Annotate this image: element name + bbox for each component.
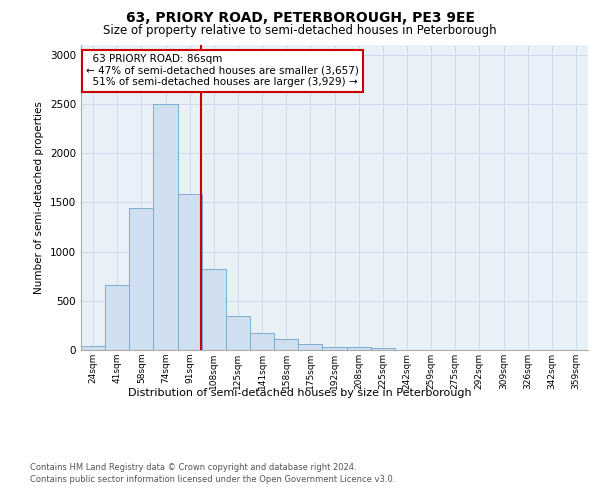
Bar [347, 347, 371, 350]
Bar [371, 348, 395, 350]
Text: Contains public sector information licensed under the Open Government Licence v3: Contains public sector information licen… [30, 475, 395, 484]
Bar [81, 346, 105, 350]
Bar [105, 285, 129, 350]
Bar [250, 333, 274, 350]
Bar [154, 104, 178, 350]
Bar [202, 270, 226, 350]
Bar [226, 316, 250, 350]
Bar [274, 338, 298, 350]
Text: Contains HM Land Registry data © Crown copyright and database right 2024.: Contains HM Land Registry data © Crown c… [30, 462, 356, 471]
Text: 63 PRIORY ROAD: 86sqm
← 47% of semi-detached houses are smaller (3,657)
  51% of: 63 PRIORY ROAD: 86sqm ← 47% of semi-deta… [86, 54, 359, 88]
Bar [298, 344, 322, 350]
Text: Distribution of semi-detached houses by size in Peterborough: Distribution of semi-detached houses by … [128, 388, 472, 398]
Text: Size of property relative to semi-detached houses in Peterborough: Size of property relative to semi-detach… [103, 24, 497, 37]
Bar [129, 208, 154, 350]
Bar [322, 346, 347, 350]
Text: 63, PRIORY ROAD, PETERBOROUGH, PE3 9EE: 63, PRIORY ROAD, PETERBOROUGH, PE3 9EE [125, 12, 475, 26]
Bar [178, 194, 202, 350]
Y-axis label: Number of semi-detached properties: Number of semi-detached properties [34, 101, 44, 294]
